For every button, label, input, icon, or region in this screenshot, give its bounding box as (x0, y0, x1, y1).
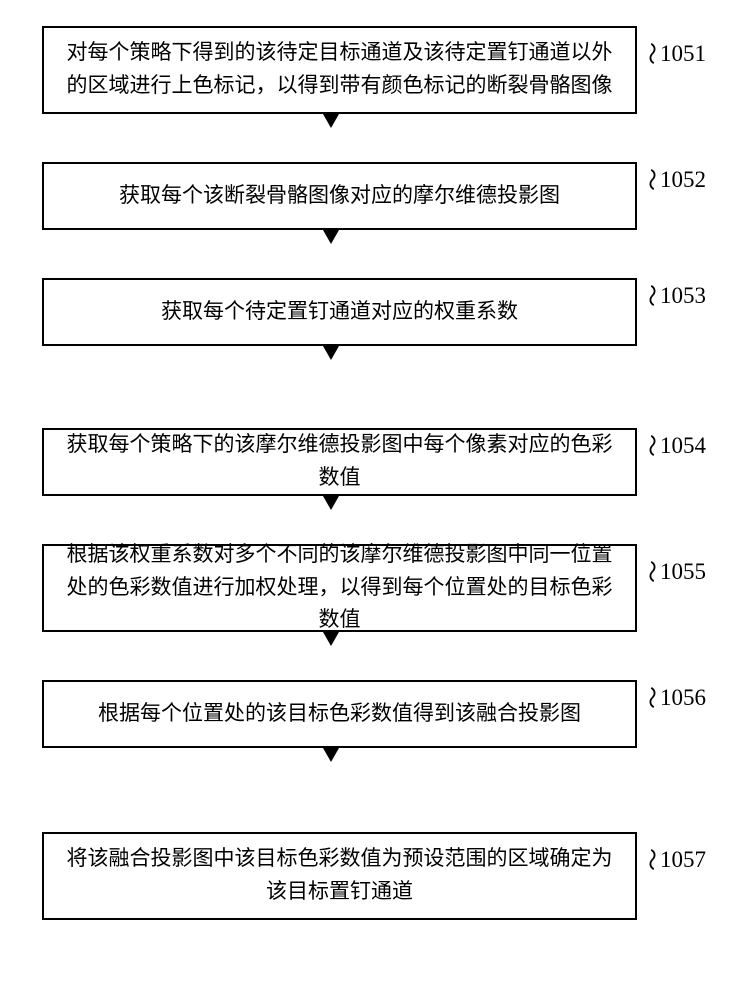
flowchart-canvas: 对每个策略下得到的该待定目标通道及该待定置钉通道以外的区域进行上色标记，以得到带… (0, 0, 748, 1000)
arrow-head-icon (323, 114, 339, 128)
step-box-1054: 获取每个策略下的该摩尔维德投影图中每个像素对应的色彩数值 (42, 428, 637, 496)
arrow-head-icon (323, 496, 339, 510)
step-text: 获取每个待定置钉通道对应的权重系数 (161, 296, 518, 329)
step-box-1055: 根据该权重系数对多个不同的该摩尔维德投影图中同一位置处的色彩数值进行加权处理，以… (42, 544, 637, 632)
step-label-1051: 1051 (660, 41, 706, 67)
step-label-1053: 1053 (660, 283, 706, 309)
step-text: 根据每个位置处的该目标色彩数值得到该融合投影图 (98, 698, 581, 731)
step-box-1051: 对每个策略下得到的该待定目标通道及该待定置钉通道以外的区域进行上色标记，以得到带… (42, 26, 637, 114)
step-text: 获取每个策略下的该摩尔维德投影图中每个像素对应的色彩数值 (62, 429, 617, 494)
step-label-1057: 1057 (660, 847, 706, 873)
step-text: 根据该权重系数对多个不同的该摩尔维德投影图中同一位置处的色彩数值进行加权处理，以… (62, 539, 617, 637)
step-box-1056: 根据每个位置处的该目标色彩数值得到该融合投影图 (42, 680, 637, 748)
step-box-1057: 将该融合投影图中该目标色彩数值为预设范围的区域确定为该目标置钉通道 (42, 832, 637, 920)
step-text: 获取每个该断裂骨骼图像对应的摩尔维德投影图 (119, 180, 560, 213)
step-box-1052: 获取每个该断裂骨骼图像对应的摩尔维德投影图 (42, 162, 637, 230)
arrow-head-icon (323, 346, 339, 360)
step-text: 对每个策略下得到的该待定目标通道及该待定置钉通道以外的区域进行上色标记，以得到带… (62, 37, 617, 102)
step-label-1055: 1055 (660, 559, 706, 585)
arrow-head-icon (323, 632, 339, 646)
arrow-head-icon (323, 748, 339, 762)
arrow-head-icon (323, 230, 339, 244)
step-label-1052: 1052 (660, 167, 706, 193)
step-label-1054: 1054 (660, 433, 706, 459)
step-label-1056: 1056 (660, 685, 706, 711)
step-box-1053: 获取每个待定置钉通道对应的权重系数 (42, 278, 637, 346)
step-text: 将该融合投影图中该目标色彩数值为预设范围的区域确定为该目标置钉通道 (62, 843, 617, 908)
